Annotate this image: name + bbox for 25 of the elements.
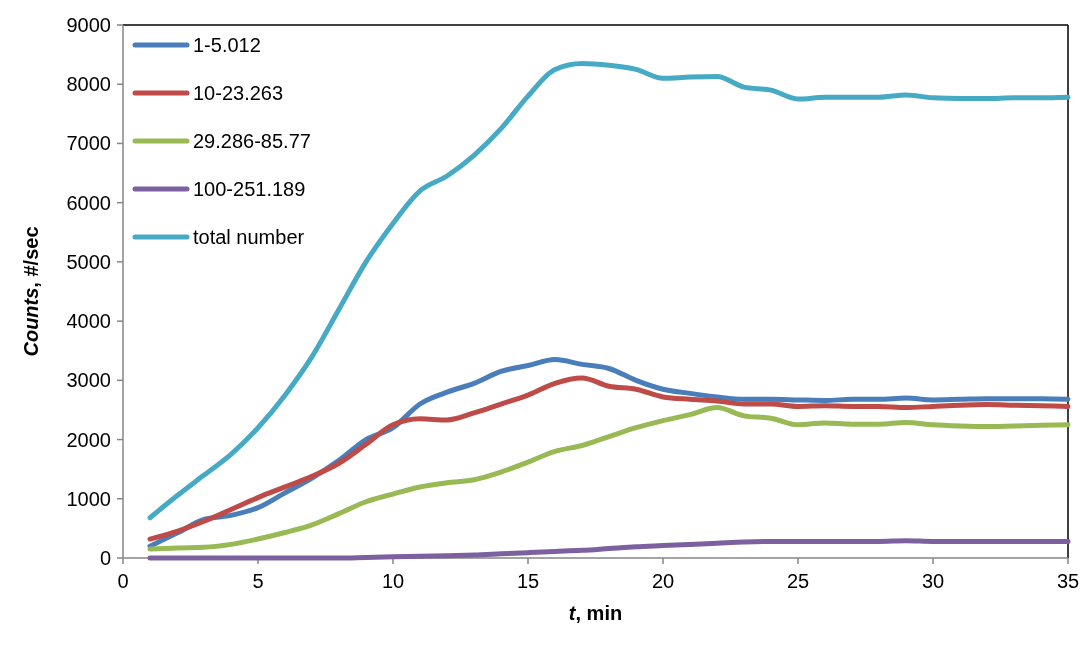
y-tick-label: 7000 <box>66 132 111 155</box>
legend-label: 10-23.263 <box>193 82 284 104</box>
y-tick-label: 3000 <box>66 369 111 392</box>
y-tick-label: 1000 <box>66 487 111 510</box>
y-tick-label: 6000 <box>66 191 111 214</box>
x-tick-label: 30 <box>921 570 945 592</box>
y-axis-title: Counts, #/sec <box>20 226 42 357</box>
x-tick-label: 10 <box>381 570 405 592</box>
x-tick-label: 25 <box>786 570 810 592</box>
legend-label: 29.286-85.77 <box>193 130 311 152</box>
x-tick-label: 5 <box>252 570 264 592</box>
x-tick-label: 20 <box>651 570 675 592</box>
y-tick-label: 8000 <box>66 73 111 96</box>
y-tick-label: 9000 <box>66 14 111 36</box>
x-axis-title: t, min <box>568 602 623 624</box>
y-tick-label: 0 <box>99 547 111 569</box>
y-tick-label: 2000 <box>66 428 111 451</box>
legend-label: total number <box>193 226 305 248</box>
legend-label: 100-251.189 <box>193 178 306 200</box>
y-tick-label: 5000 <box>66 250 111 273</box>
y-tick-label: 4000 <box>66 310 111 333</box>
x-tick-label: 15 <box>516 570 540 592</box>
x-tick-label: 0 <box>117 570 129 592</box>
x-tick-label: 35 <box>1056 570 1080 592</box>
legend-label: 1-5.012 <box>193 34 261 56</box>
